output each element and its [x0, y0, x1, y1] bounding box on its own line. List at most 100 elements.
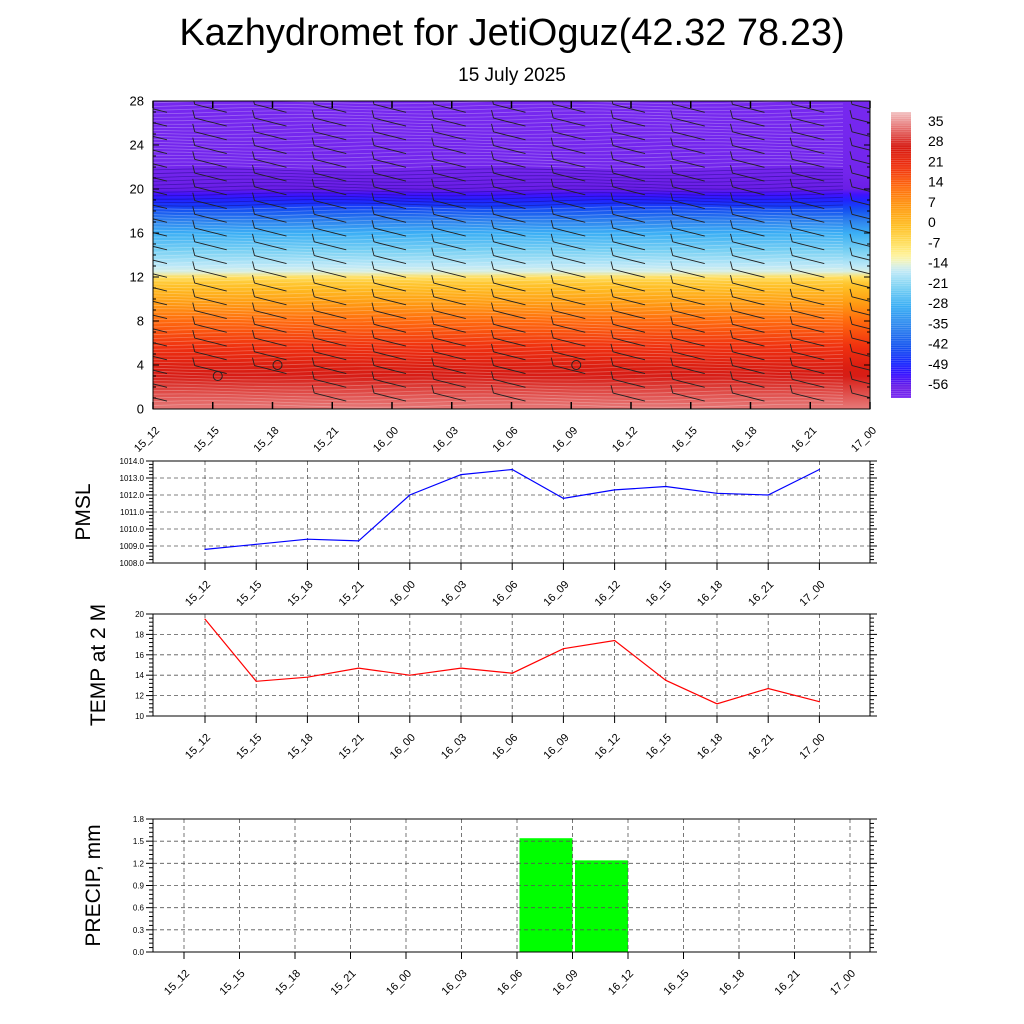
contour-line [153, 185, 844, 190]
wind-barb [670, 302, 705, 320]
wind-barb [550, 302, 586, 320]
contour-line [153, 355, 844, 361]
wind-barb [849, 137, 870, 151]
wind-barb [849, 151, 870, 165]
contour-line [153, 113, 844, 118]
data-point [665, 679, 667, 681]
x-tick-label: 16_15 [670, 425, 700, 455]
wind-barb [153, 355, 168, 361]
x-tick-label: 16_06 [490, 579, 520, 609]
wind-barb [311, 192, 347, 210]
contour-line [153, 403, 844, 408]
contour-line [153, 124, 844, 129]
x-tick-label: 17_00 [849, 425, 879, 455]
wind-barb [311, 247, 347, 265]
contour-line [153, 151, 844, 156]
wind-barb [610, 274, 646, 292]
contour-line [153, 130, 844, 135]
contour-line [153, 205, 844, 210]
wind-barb [371, 137, 407, 155]
wind-barb [789, 233, 825, 251]
wind-barb [849, 329, 870, 344]
contour-line [153, 178, 844, 183]
wind-barb [789, 288, 825, 306]
data-point [767, 687, 769, 690]
wind-barb [311, 384, 347, 402]
wind-barb [610, 371, 646, 388]
contour-line [153, 103, 844, 108]
wind-barb [371, 109, 407, 127]
y-tick-label: 28 [130, 94, 144, 109]
contour-line [153, 328, 844, 333]
wind-barb [610, 329, 646, 347]
x-tick-label: 16_18 [695, 732, 725, 762]
wind-barb [371, 164, 407, 182]
contour-line [153, 400, 844, 405]
wind-barb [789, 109, 825, 127]
wind-barb [789, 247, 825, 265]
colorbar-label: -7 [928, 234, 941, 250]
wind-barb [252, 329, 287, 347]
x-tick-label: 17_00 [828, 968, 858, 998]
wind-barb [789, 302, 825, 320]
wind-barb [311, 371, 347, 388]
wind-barb [610, 384, 646, 402]
wind-barb [730, 219, 765, 237]
contour-line [153, 188, 844, 193]
wind-barb [192, 261, 227, 278]
x-tick-label: 16_09 [541, 732, 571, 762]
wind-barb [491, 164, 526, 182]
contour-line [153, 110, 844, 115]
y-tick-label: 12 [135, 692, 144, 701]
data-point [409, 674, 411, 676]
wind-barb [610, 178, 646, 196]
wind-barb [550, 151, 586, 168]
x-tick-label: 15_18 [252, 425, 282, 455]
contour-line [153, 226, 844, 231]
data-point [460, 474, 462, 476]
wind-barb [789, 123, 825, 141]
y-tick-label: 0.3 [133, 926, 145, 935]
wind-barb [491, 219, 526, 237]
contour-line [153, 335, 844, 340]
wind-barb [192, 343, 227, 361]
wind-barb [431, 302, 466, 320]
wind-barb [153, 163, 168, 168]
y-tick-label: 4 [137, 358, 144, 373]
data-point [511, 672, 513, 674]
x-tick-label: 16_18 [717, 968, 747, 998]
precip-bar [519, 838, 573, 952]
wind-barb [789, 343, 825, 361]
wind-barb [431, 123, 466, 141]
contour-line [153, 396, 844, 401]
wind-barb [192, 329, 227, 347]
colorbar-label: -21 [928, 275, 948, 291]
wind-barb [491, 261, 526, 278]
wind-barb [610, 109, 646, 127]
wind-barb [849, 219, 870, 234]
wind-barb [849, 302, 870, 316]
x-tick-label: 16_15 [644, 732, 674, 762]
y-tick-label: 1012.0 [120, 491, 145, 500]
data-point [358, 667, 360, 669]
x-tick-label: 16_03 [439, 732, 469, 762]
wind-barb [730, 206, 765, 223]
wind-barb [611, 101, 646, 113]
colorbar: 35 28 21 14 7 0 -7 -14 -21 -28 -35 -42 -49 -56 [891, 111, 948, 399]
wind-barb [431, 343, 466, 361]
contour-line [153, 236, 844, 241]
colorbar-label: -49 [928, 356, 948, 372]
wind-barb [431, 206, 466, 223]
wind-barb [431, 316, 466, 333]
wind-barb [192, 151, 227, 168]
wind-barb [849, 192, 870, 206]
wind-barb [372, 101, 407, 113]
contour-line [153, 308, 844, 313]
wind-barb [670, 329, 705, 347]
y-tick-label: 0.0 [133, 948, 145, 957]
wind-barb [671, 101, 705, 113]
wind-barb [730, 151, 765, 168]
wind-barb [311, 178, 347, 196]
wind-barb [153, 383, 168, 388]
x-tick-label: 15_21 [337, 579, 367, 609]
